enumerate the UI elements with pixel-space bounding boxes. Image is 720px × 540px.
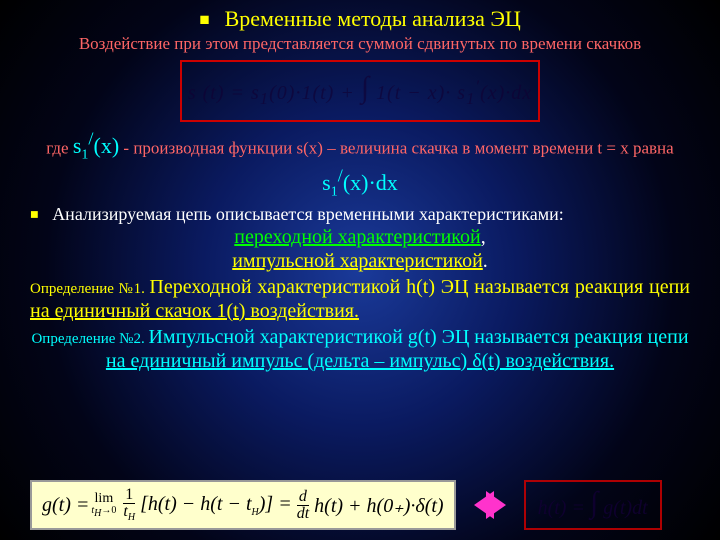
title-row: ◆ Временные методы анализа ЭЦ [30, 6, 690, 32]
definition-1: Определение №1. Переходной характеристик… [30, 275, 690, 323]
comma: , [481, 226, 486, 248]
lim: lim tH→0 [91, 492, 116, 519]
bracket-term: [h(t) − h(t − tH)] = [140, 493, 292, 518]
lim-top: lim [95, 492, 114, 506]
def1-text-a: Переходной характеристикой h(t) ЭЦ назыв… [149, 276, 690, 298]
frac1-den: tH [121, 504, 137, 523]
page-title: Временные методы анализа ЭЦ [225, 6, 521, 31]
def1-label: Определение №1. [30, 281, 149, 297]
term-s1x: s1/(x) [73, 133, 119, 158]
definition-2: Определение №2. Импульсной характеристик… [30, 325, 690, 373]
def1-text-b: на единичный скачок 1(t) воздействия. [30, 300, 359, 322]
frac-2: d dt [295, 489, 311, 522]
expl-mid: - производная функции s(x) – величина ск… [123, 138, 673, 157]
def2-label: Определение №2. [31, 331, 148, 347]
diamond-bullet-icon: ◆ [194, 9, 216, 31]
double-arrow-icon [474, 491, 506, 519]
frac2-num: d [297, 489, 309, 506]
gt-lhs: g(t) = [42, 494, 89, 517]
ht-formula-box: h(t) = ∫ g(t)dt [524, 480, 662, 530]
expl-prefix: где [46, 138, 73, 157]
slide: ◆ Временные методы анализа ЭЦ Воздействи… [0, 0, 720, 540]
analysis-line: ◆ Анализируемая цепь описывается временн… [30, 204, 690, 225]
analysis-text: Анализируемая цепь описывается временным… [52, 204, 564, 224]
char-line-1: переходной характеристикой, [30, 225, 690, 249]
formula-1: s (t) = s1(0)·1(t) + ∫ 1(t − x)· s1′(x)·… [188, 73, 532, 109]
impulse-char: импульсной характеристикой [232, 250, 483, 272]
def2-text-a: Импульсной характеристикой g(t) ЭЦ назыв… [148, 326, 688, 348]
frac2-den: dt [295, 506, 311, 522]
bottom-row: g(t) = lim tH→0 1 tH [h(t) − h(t − tH)] … [30, 480, 690, 530]
formula-box-1: s (t) = s1(0)·1(t) + ∫ 1(t − x)· s1′(x)·… [180, 60, 540, 122]
explanation: где s1/(x) - производная функции s(x) – … [30, 128, 690, 202]
intro-line: Воздействие при этом представляется сумм… [30, 34, 690, 54]
diamond-bullet-icon: ◆ [26, 205, 44, 223]
ht-formula: h(t) = ∫ g(t)dt [538, 488, 648, 522]
char-line-2: импульсной характеристикой. [30, 249, 690, 273]
frac-1: 1 tH [121, 487, 137, 523]
period: . [483, 250, 488, 272]
term-s1x-dx: s1/(x)·dx [322, 170, 398, 195]
gt-tail: h(t) + h(0₊)·δ(t) [314, 493, 443, 518]
lim-under: tH→0 [91, 506, 116, 519]
gt-formula-box: g(t) = lim tH→0 1 tH [h(t) − h(t − tH)] … [30, 480, 456, 530]
frac1-num: 1 [123, 487, 135, 504]
def2-text-b: на единичный импульс (дельта – импульс) … [106, 350, 614, 372]
transition-char: переходной характеристикой [234, 226, 480, 248]
